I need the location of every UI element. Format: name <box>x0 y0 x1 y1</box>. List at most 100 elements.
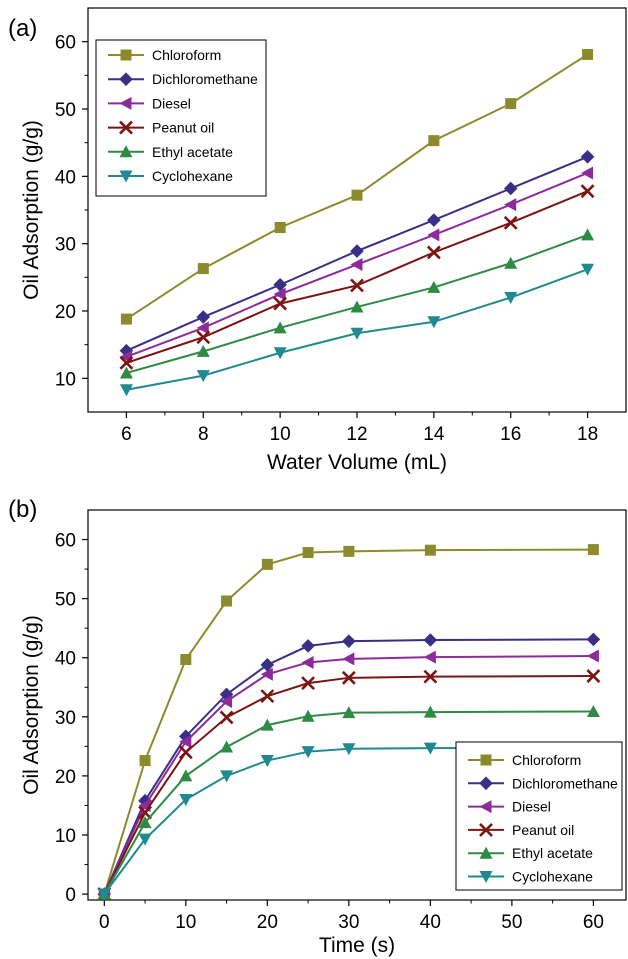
legend-label: Dichloromethane <box>512 775 618 791</box>
x-marker-stroke <box>273 296 288 311</box>
data-point <box>426 245 441 260</box>
legend-marker <box>119 120 133 135</box>
x-tick-label: 10 <box>270 424 291 445</box>
legend-label: Chloroform <box>512 752 581 768</box>
x-tick-label: 16 <box>500 424 521 445</box>
y-tick-label: 60 <box>55 531 76 552</box>
x-tick-label: 10 <box>175 912 196 933</box>
x-marker-stroke <box>503 215 518 230</box>
data-point <box>220 694 233 708</box>
legend-marker <box>119 170 133 183</box>
data-point <box>427 316 441 329</box>
x-tick-label: 40 <box>420 912 441 933</box>
data-point <box>301 709 315 722</box>
data-point <box>196 370 210 383</box>
legend-marker <box>119 72 133 86</box>
y-tick-label: 30 <box>55 235 76 256</box>
data-point <box>120 313 132 325</box>
x-marker-stroke <box>138 805 152 820</box>
data-point <box>342 743 356 756</box>
y-axis-label: Oil Adsorption (g/g) <box>20 120 43 300</box>
legend-label: Ethyl acetate <box>152 144 233 160</box>
legend-label: Diesel <box>512 799 551 815</box>
x-axis-label: Water Volume (mL) <box>267 451 447 474</box>
legend-label: Chloroform <box>152 47 221 63</box>
x-marker-stroke <box>586 669 601 683</box>
data-point <box>350 278 364 293</box>
data-point <box>260 689 275 704</box>
data-point <box>180 654 192 665</box>
data-point <box>586 705 600 717</box>
panel-label: (a) <box>8 15 37 42</box>
legend-box <box>95 39 267 197</box>
x-marker-stroke <box>301 676 316 691</box>
data-point <box>351 189 363 201</box>
data-point <box>580 150 595 164</box>
x-marker-stroke <box>341 670 356 685</box>
legend-marker <box>479 871 493 883</box>
data-point <box>504 198 517 212</box>
data-point <box>179 769 193 782</box>
y-tick-label: 20 <box>55 767 76 788</box>
data-point <box>139 755 151 767</box>
y-tick-label: 50 <box>55 590 76 611</box>
data-point <box>273 287 286 301</box>
data-point <box>586 649 599 663</box>
panel-a-chart: 6 8 10 12 14 16 18 10 20 30 40 50 60 Water Volume (mL… <box>8 7 627 474</box>
legend-label: Peanut oil <box>152 120 214 136</box>
data-point <box>350 244 364 258</box>
data-point <box>260 755 274 768</box>
panel-label: (b) <box>8 496 37 523</box>
legend-label: Diesel <box>152 95 191 111</box>
x-tick-label: 20 <box>257 912 278 933</box>
x-marker-stroke <box>580 184 595 199</box>
legend-marker <box>479 800 492 814</box>
data-point <box>504 292 518 305</box>
data-point <box>138 833 152 846</box>
x-marker-stroke <box>196 330 211 345</box>
x-tick-label: 60 <box>583 912 604 933</box>
data-point <box>427 228 440 242</box>
data-point <box>423 705 437 718</box>
x-marker-stroke <box>119 355 134 370</box>
data-point <box>301 639 315 653</box>
data-point <box>341 670 356 685</box>
y-tick-label: 10 <box>55 369 76 390</box>
legend-marker <box>479 776 493 791</box>
legend-label: Cyclohexane <box>512 869 593 885</box>
x-tick-label: 50 <box>501 912 522 933</box>
data-point <box>219 687 234 702</box>
x-tick-label: 18 <box>577 424 598 445</box>
data-point <box>428 135 440 147</box>
x-tick-label: 0 <box>99 912 110 933</box>
data-point <box>196 321 209 335</box>
y-tick-label: 60 <box>55 33 76 54</box>
data-point <box>273 296 288 311</box>
series-ethyl-acetate <box>119 228 595 379</box>
legend-marker <box>480 754 492 766</box>
x-marker-stroke <box>119 120 133 135</box>
y-axis-label: Oil Adsorption (g/g) <box>20 615 43 795</box>
legend-label: Cyclohexane <box>152 168 233 184</box>
data-point <box>586 632 601 647</box>
data-point <box>424 544 436 556</box>
data-point <box>273 347 287 360</box>
data-point <box>581 263 595 276</box>
series-cyclohexane <box>119 263 595 397</box>
x-marker-stroke <box>426 245 441 260</box>
data-point <box>423 669 438 684</box>
series-peanut-oil <box>119 184 595 370</box>
y-tick-label: 0 <box>65 885 76 906</box>
data-point <box>301 655 314 669</box>
x-marker-stroke <box>423 669 438 684</box>
data-point <box>138 816 152 829</box>
data-point <box>179 794 193 807</box>
data-point <box>178 745 193 760</box>
data-point <box>260 658 275 672</box>
data-point <box>119 355 134 370</box>
data-point <box>197 263 209 275</box>
data-point <box>427 213 441 227</box>
x-marker-stroke <box>350 278 364 293</box>
data-point <box>196 310 211 324</box>
